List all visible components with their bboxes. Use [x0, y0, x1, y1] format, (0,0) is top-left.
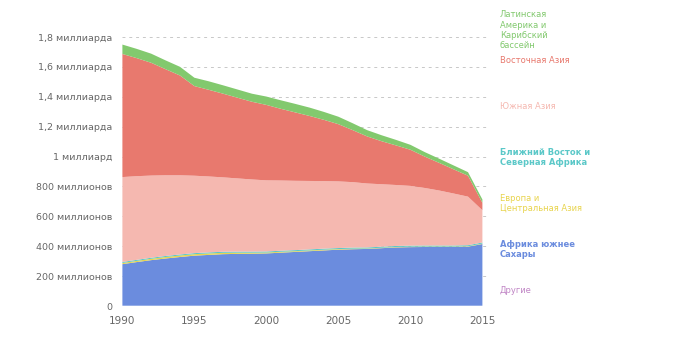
Text: Африка южнее
Сахары: Африка южнее Сахары [500, 240, 575, 259]
Text: Ближний Восток и
Северная Африка: Ближний Восток и Северная Африка [500, 148, 590, 167]
Text: Восточная Азия: Восточная Азия [500, 56, 569, 65]
Text: Южная Азия: Южная Азия [500, 102, 556, 111]
Text: Другие: Другие [500, 286, 532, 294]
Text: Европа и
Центральная Азия: Европа и Центральная Азия [500, 194, 582, 213]
Text: Латинская
Америка и
Карибский
бассейн: Латинская Америка и Карибский бассейн [500, 10, 547, 50]
